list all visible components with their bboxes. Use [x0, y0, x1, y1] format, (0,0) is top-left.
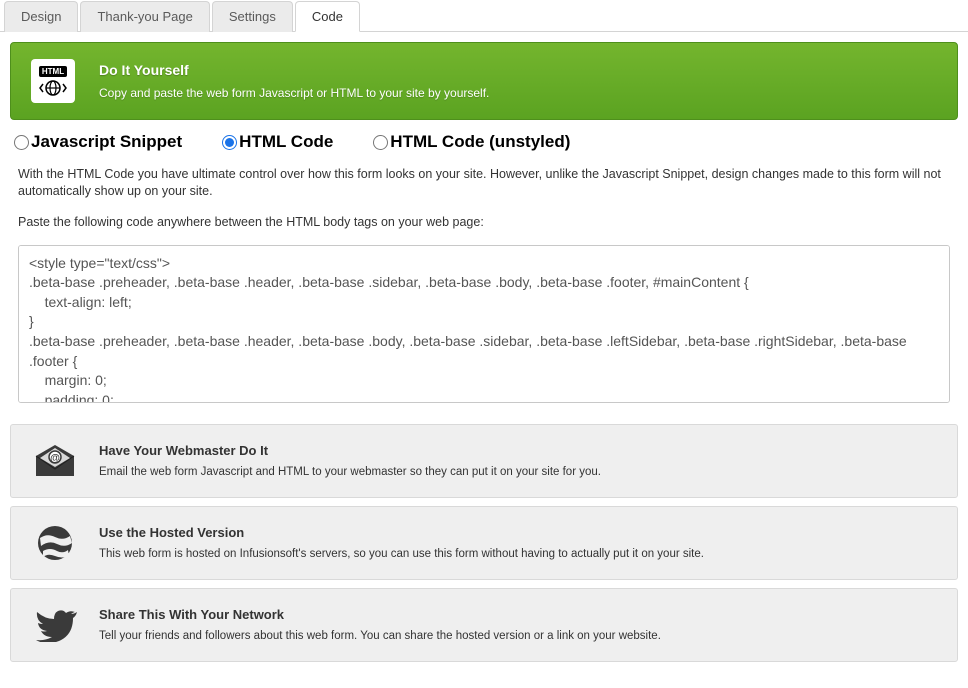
globe-icon	[31, 523, 79, 563]
radio-html-unstyled[interactable]: HTML Code (unstyled)	[373, 132, 570, 152]
code-type-radios: Javascript Snippet HTML Code HTML Code (…	[10, 120, 958, 158]
envelope-icon: @	[31, 441, 79, 481]
desc-paragraph-2: Paste the following code anywhere betwee…	[18, 214, 950, 231]
hosted-desc: This web form is hosted on Infusionsoft'…	[99, 548, 704, 560]
share-title: Share This With Your Network	[99, 607, 661, 622]
radio-html-code[interactable]: HTML Code	[222, 132, 333, 152]
diy-panel: HTML Do It Yourself Copy and paste the w…	[10, 42, 958, 120]
webmaster-desc: Email the web form Javascript and HTML t…	[99, 466, 601, 478]
radio-js-snippet[interactable]: Javascript Snippet	[14, 132, 182, 152]
tab-settings[interactable]: Settings	[212, 1, 293, 32]
desc-paragraph-1: With the HTML Code you have ultimate con…	[18, 166, 950, 200]
hosted-panel[interactable]: Use the Hosted Version This web form is …	[10, 506, 958, 580]
share-panel[interactable]: Share This With Your Network Tell your f…	[10, 588, 958, 662]
bird-icon	[31, 605, 79, 645]
code-textarea[interactable]	[18, 245, 950, 403]
radio-unstyled-input[interactable]	[373, 135, 388, 150]
html-icon: HTML	[31, 59, 75, 103]
code-area	[18, 245, 950, 406]
radio-html-input[interactable]	[222, 135, 237, 150]
diy-subtitle: Copy and paste the web form Javascript o…	[99, 86, 489, 100]
radio-unstyled-label: HTML Code (unstyled)	[390, 132, 570, 152]
tab-bar: Design Thank-you Page Settings Code	[0, 0, 968, 32]
webmaster-panel[interactable]: @ Have Your Webmaster Do It Email the we…	[10, 424, 958, 498]
radio-html-label: HTML Code	[239, 132, 333, 152]
code-panel: HTML Do It Yourself Copy and paste the w…	[0, 32, 968, 424]
diy-title: Do It Yourself	[99, 62, 489, 78]
radio-js-input[interactable]	[14, 135, 29, 150]
webmaster-title: Have Your Webmaster Do It	[99, 443, 601, 458]
svg-text:@: @	[50, 453, 60, 464]
share-desc: Tell your friends and followers about th…	[99, 630, 661, 642]
hosted-title: Use the Hosted Version	[99, 525, 704, 540]
tab-thank-you[interactable]: Thank-you Page	[80, 1, 209, 32]
tab-design[interactable]: Design	[4, 1, 78, 32]
radio-js-label: Javascript Snippet	[31, 132, 182, 152]
tab-code[interactable]: Code	[295, 1, 360, 32]
description-block: With the HTML Code you have ultimate con…	[10, 158, 958, 231]
